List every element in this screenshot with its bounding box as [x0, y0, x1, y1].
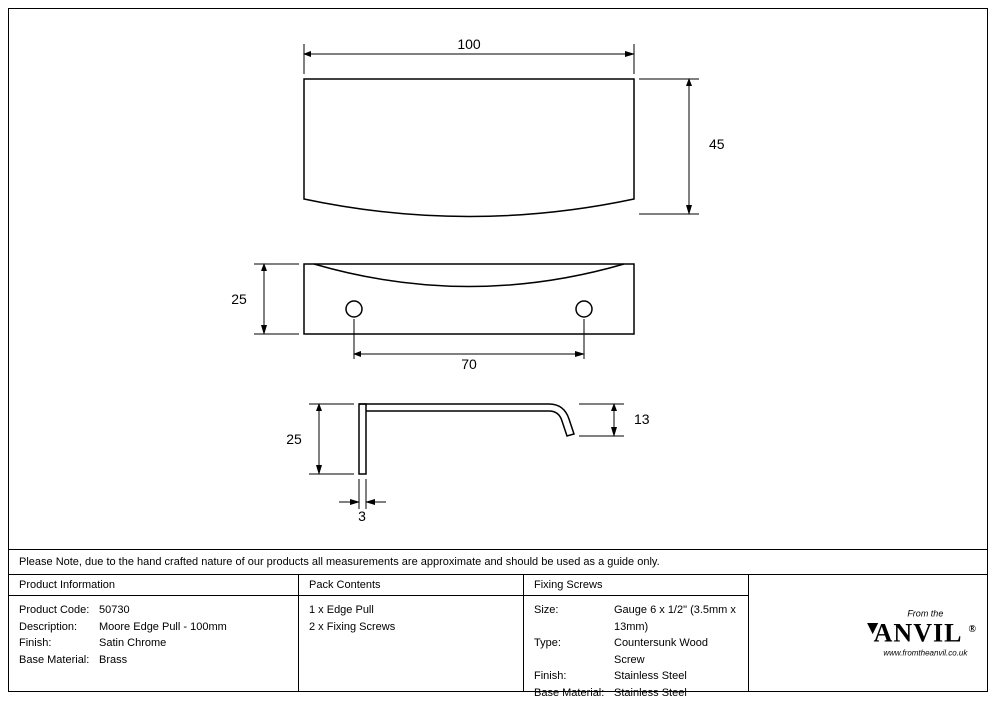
dim-bottom-span: 70 — [461, 356, 477, 372]
info-table: Product Information Product Code:50730De… — [9, 575, 987, 691]
dim-profile-lip: 13 — [634, 411, 650, 427]
info-row: Base Material:Stainless Steel — [534, 685, 738, 702]
dim-width-top: 100 — [457, 36, 481, 52]
product-info-column: Product Information Product Code:50730De… — [9, 575, 299, 691]
info-row: Type:Countersunk Wood Screw — [534, 635, 738, 668]
logo-url: www.fromtheanvil.co.uk — [874, 649, 977, 658]
info-row: Description:Moore Edge Pull - 100mm — [19, 619, 288, 636]
technical-drawing: 100 45 70 — [9, 9, 987, 549]
info-row: Product Code:50730 — [19, 602, 288, 619]
pack-header: Pack Contents — [299, 575, 523, 596]
note-text: Please Note, due to the hand crafted nat… — [19, 556, 660, 568]
info-row: Size:Gauge 6 x 1/2" (3.5mm x 13mm) — [534, 602, 738, 635]
brand-logo: From the ▾ ANVIL ® www.fromtheanvil.co.u… — [874, 609, 977, 658]
dim-profile-height: 25 — [286, 431, 302, 447]
info-row: 2 x Fixing Screws — [309, 619, 513, 636]
top-view: 100 45 — [304, 36, 725, 217]
logo-column: From the ▾ ANVIL ® www.fromtheanvil.co.u… — [749, 575, 987, 691]
product-header: Product Information — [9, 575, 298, 596]
dim-height-top: 45 — [709, 136, 725, 152]
dim-bottom-height: 25 — [231, 291, 247, 307]
profile-view: 25 13 3 — [286, 404, 650, 524]
note-bar: Please Note, due to the hand crafted nat… — [9, 549, 987, 575]
front-view: 70 25 — [231, 264, 634, 372]
info-row: Finish:Satin Chrome — [19, 635, 288, 652]
info-row: Base Material:Brass — [19, 652, 288, 669]
logo-main: ▾ ANVIL ® — [874, 619, 977, 649]
fixing-screws-column: Fixing Screws Size:Gauge 6 x 1/2" (3.5mm… — [524, 575, 749, 691]
info-row: Finish:Stainless Steel — [534, 668, 738, 685]
pack-contents-column: Pack Contents 1 x Edge Pull2 x Fixing Sc… — [299, 575, 524, 691]
fixing-header: Fixing Screws — [524, 575, 748, 596]
info-row: 1 x Edge Pull — [309, 602, 513, 619]
dim-profile-thick: 3 — [358, 508, 366, 524]
logo-from: From the — [874, 609, 977, 619]
